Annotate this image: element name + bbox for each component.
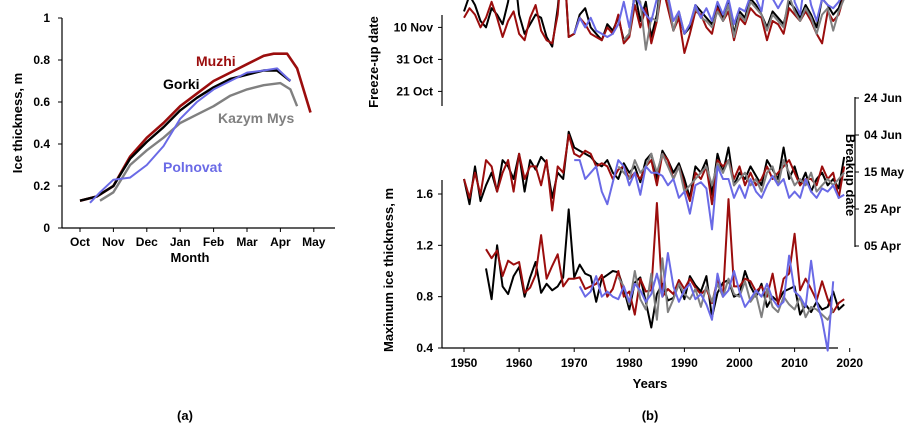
panel-a-ytick-label: 0.6 [33,95,50,109]
label-muzhi: Muzhi [196,53,236,69]
panel-a-ytick-label: 0.4 [33,137,50,151]
panel-a-xtick-label: Jan [170,235,191,249]
panel-b-x-ticks: 1950 1960 1970 1980 1990 2000 2010 2020 [451,348,863,370]
panel-a-xtick-label: Feb [203,235,224,249]
freeze-line-kazym-mys [623,0,845,51]
max-line-muzhi [485,198,845,316]
max-ytick-label: 1.2 [416,238,433,252]
panel-b-xtick-label: 1950 [451,356,478,370]
panel-b-xtick-label: 2020 [836,356,863,370]
panel-a-x-ticks: Oct Nov Dec Jan Feb Mar Apr May [70,228,326,249]
panel-a-y-ticks: 0 0.2 0.4 0.6 0.8 1 [33,11,62,235]
panel-b-xtick-label: 2010 [781,356,808,370]
max-ytick-label: 0.4 [416,341,433,355]
panel-a-series [79,52,312,204]
panel-a-ylabel: Ice thickness, m [10,73,25,173]
freeze-y-ticks: 21 Oct 31 Oct 10 Nov 20 Nov [394,0,442,98]
panel-a-ytick-label: 0.8 [33,53,50,67]
panel-a-plot: 00.20.40.60.81 Oct Nov Dec Jan Feb Mar Apr May … [10,11,335,265]
panel-a-ytick-label: 0.2 [33,179,50,193]
panel-b-xtick-label: 2000 [726,356,753,370]
breakup-line-polnovat [574,159,845,231]
panel-a-ytick-label: 1 [43,11,50,25]
panel-b-xtick-label: 1990 [671,356,698,370]
breakup-ytick-label: 25 Apr [864,202,901,216]
panel-a-xlabel: Month [171,250,210,265]
panel-a-xtick-label: Oct [70,235,90,249]
panel-a-line-polnovat [89,67,292,204]
label-polnovat: Polnovat [163,159,222,175]
max-ytick-label: 0.8 [416,290,433,304]
panel-a-xtick-label: Dec [136,235,158,249]
label-kazym-mys: Kazym Mys [218,110,294,126]
max-y-ticks: 0.4 0.8 1.2 1.6 [416,187,442,355]
panel-label-a: (a) [177,408,193,423]
freeze-line-polnovat [573,0,841,38]
max-series [485,198,845,352]
max-line-polnovat [578,252,835,352]
panel-a-xtick-label: Nov [102,235,125,249]
max-ylabel: Maximum ice thickness, m [381,188,396,352]
breakup-ytick-label: 15 May [864,165,904,179]
panel-a-xtick-label: May [302,235,326,249]
breakup-y-ticks: 05 Apr 25 Apr 15 May 04 Jun 24 Jun [855,91,904,253]
freeze-line-muzhi [463,0,844,54]
freeze-ytick-label: 31 Oct [396,52,433,66]
freeze-series [463,0,845,54]
panel-b-xtick-label: 1980 [616,356,643,370]
panel-a-line-kazym-mys [99,81,299,202]
panel-b-xtick-label: 1960 [506,356,533,370]
panel-b-xtick-label: 1970 [561,356,588,370]
freeze-ylabel: Freeze-up date [366,16,381,108]
panel-b-xlabel: Years [633,376,668,391]
max-line-kazym-mys [617,257,835,321]
freeze-ytick-label: 21 Oct [396,84,433,98]
breakup-ytick-label: 24 Jun [864,91,902,105]
breakup-series [463,130,846,231]
breakup-ytick-label: 04 Jun [864,128,902,142]
panel-label-b: (b) [642,408,659,423]
freeze-ytick-label: 10 Nov [394,20,434,34]
panel-a-xtick-label: Mar [236,235,258,249]
breakup-ytick-label: 05 Apr [864,239,901,253]
panel-a-xtick-label: Apr [270,235,291,249]
panel-a-ytick-label: 0 [43,221,50,235]
breakup-ylabel: Breakup date [843,134,858,216]
freeze-ytick-label: 20 Nov [394,0,434,2]
max-ytick-label: 1.6 [416,187,433,201]
label-gorki: Gorki [163,76,200,92]
